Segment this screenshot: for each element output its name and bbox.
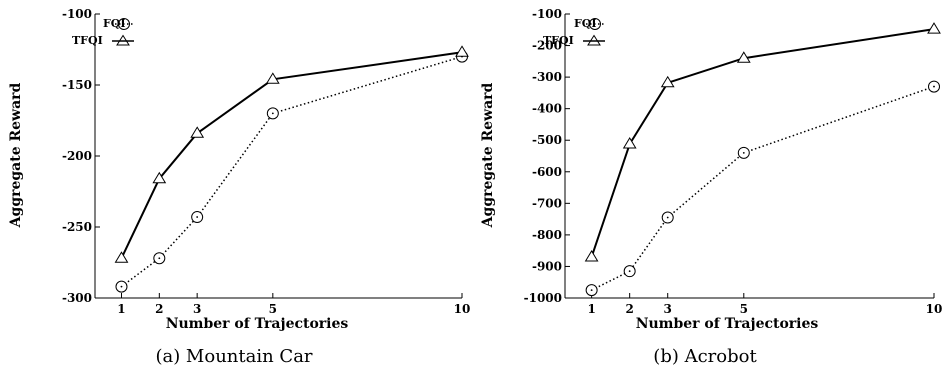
x-tick-label: 5 [740,302,748,316]
y-tick-label: -300 [532,70,562,84]
data-point-center-fqi [590,289,593,292]
data-point-center-fqi [628,270,631,273]
y-tick-label: -400 [532,102,562,116]
y-tick-label: -100 [532,7,562,21]
x-axis-label: Number of Trajectories [166,316,349,332]
caption-mountain-car: (a) Mountain Car [155,346,312,367]
data-point-tfqi [927,22,941,34]
chart-panel-acrobot: -1000 -900 -800 -700 -600 -500 -400 -300 -200 -10… [480,7,942,367]
y-tick-label: -700 [532,196,562,210]
y-tick-label: -300 [62,291,92,305]
data-point-tfqi [265,72,280,84]
data-point-center-fqi [271,112,274,115]
series-markers [114,45,469,293]
legend: FQI TFQI [72,17,134,47]
y-ticks: -1000 -900 -800 -700 -600 -500 -400 -300 -200 -10… [524,7,570,305]
x-tick-label: 2 [625,302,633,316]
legend-marker-tfqi [116,34,130,46]
y-tick-label: -200 [532,39,562,53]
data-point-tfqi [152,171,167,184]
x-tick-label: 10 [926,302,942,316]
y-axis-label: Aggregate Reward [8,82,24,228]
data-point-center-fqi [120,285,123,288]
data-point-tfqi [622,137,637,149]
series-lines [590,28,935,291]
data-point-tfqi [190,126,205,138]
data-point-tfqi [660,75,675,88]
y-tick-label: -500 [532,133,562,147]
legend: FQI TFQI [543,17,605,47]
series-lines [120,51,463,288]
x-tick-label: 1 [117,302,125,316]
y-ticks: -300 -250 -200 -150 -100 [62,7,100,305]
data-point-tfqi [455,45,469,57]
series-line-tfqi [590,28,935,258]
y-tick-label: -1000 [524,291,562,305]
data-point-center-fqi [742,151,745,154]
legend-label-tfqi: TFQI [543,34,574,47]
y-tick-label: -150 [62,78,92,92]
series-line-tfqi [120,51,463,259]
x-tick-label: 3 [664,302,672,316]
x-axis-label: Number of Trajectories [636,316,819,332]
x-ticks: 1 2 3 5 10 [117,293,470,316]
caption-acrobot: (b) Acrobot [653,346,757,367]
data-point-tfqi [736,51,751,63]
y-tick-label: -600 [532,165,562,179]
x-tick-label: 5 [269,302,277,316]
legend-label-tfqi: TFQI [72,34,103,47]
series-line-fqi [591,85,935,291]
legend-marker-fqi [118,18,130,30]
legend-marker-tfqi [587,34,601,46]
y-tick-label: -250 [62,220,92,234]
x-tick-label: 1 [587,302,595,316]
y-tick-label: -900 [532,259,562,273]
x-tick-label: 3 [193,302,201,316]
y-tick-label: -200 [62,149,92,163]
y-axis-label: Aggregate Reward [480,82,496,228]
data-point-tfqi [584,250,599,262]
series-markers [584,22,941,297]
x-tick-label: 10 [454,302,471,316]
series-line-fqi [121,55,463,288]
y-tick-label: -800 [532,228,562,242]
y-tick-label: -100 [62,7,92,21]
legend-marker-fqi [589,18,601,30]
x-ticks: 1 2 3 5 10 [587,293,942,316]
data-point-center-fqi [933,85,935,88]
data-point-center-fqi [666,216,669,219]
data-point-center-fqi [158,257,161,260]
x-tick-label: 2 [155,302,163,316]
data-point-center-fqi [196,216,199,218]
data-point-tfqi [114,251,129,263]
chart-panel-mountain-car: -300 -250 -200 -150 -100 1 2 3 5 10 Number of Tr… [8,7,470,367]
